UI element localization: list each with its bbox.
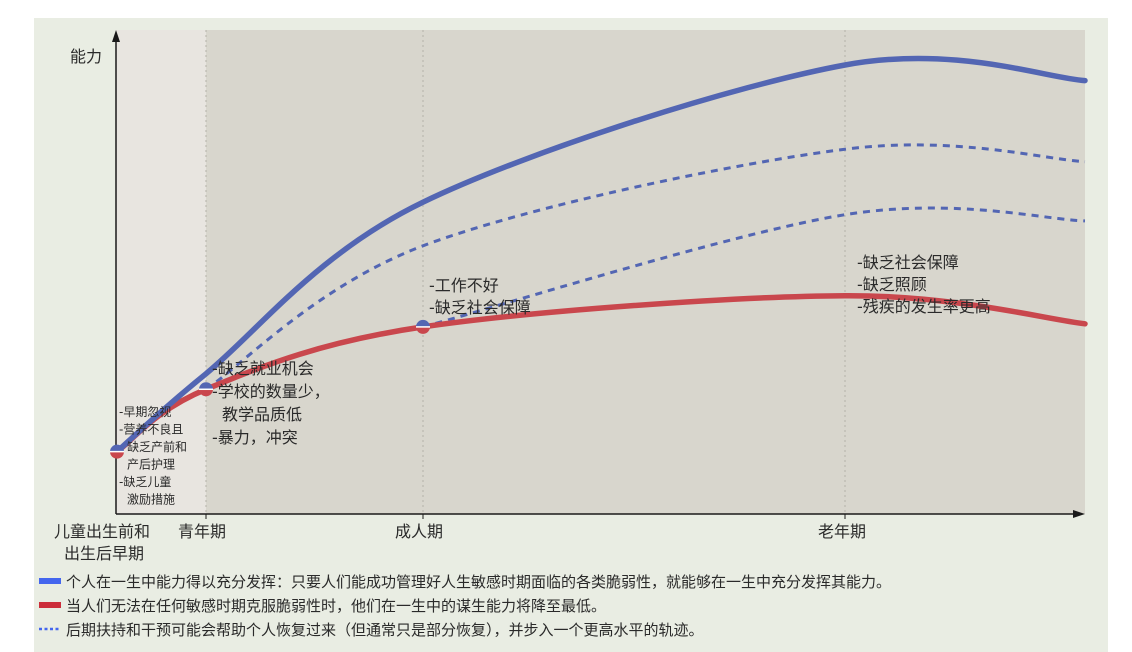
series-line-3	[422, 206, 1086, 329]
annotation-adult: -工作不好 -缺乏社会保障	[429, 276, 531, 317]
turning-point-marker-top	[416, 319, 430, 327]
x-tick-label-3: 老年期	[818, 522, 866, 541]
annotation-early-line-0: -早期忽视	[119, 404, 171, 419]
x-tick-label-1: 青年期	[178, 522, 226, 541]
y-axis-label: 能力	[70, 47, 102, 66]
turning-point-marker-top	[199, 382, 213, 390]
annotation-youth-line-1: -学校的数量少，	[212, 382, 330, 401]
annotation-old-line-2: -残疾的发生率更高	[857, 297, 991, 316]
annotation-youth: -缺乏就业机会 -学校的数量少， 教学品质低 -暴力，冲突	[212, 359, 330, 447]
turning-point-marker-bottom	[199, 389, 213, 397]
annotation-youth-line-2: 教学品质低	[222, 405, 302, 424]
annotation-old-line-0: -缺乏社会保障	[857, 253, 959, 272]
plot-area-background	[116, 30, 1085, 514]
turning-point-marker-bottom	[110, 451, 124, 459]
x-tick-label-0: 儿童出生前和出生后早期	[54, 522, 150, 563]
annotation-early-line-1: -营养不良且	[119, 422, 183, 437]
legend-label-2: 后期扶持和干预可能会帮助个人恢复过来（但通常只是部分恢复），并步入一个更高水平的…	[66, 621, 704, 639]
annotation-early-line-2: 缺乏产前和	[127, 439, 187, 454]
annotation-youth-line-0: -缺乏就业机会	[212, 359, 314, 378]
y-axis-arrow	[112, 30, 120, 42]
annotation-adult-line-0: -工作不好	[429, 276, 499, 295]
turning-point-marker-1	[199, 382, 213, 397]
annotation-early: -早期忽视 -营养不良且缺乏产前和产后护理 -缺乏儿童激励措施	[119, 404, 187, 507]
annotation-early-line-3: 产后护理	[127, 458, 175, 472]
annotation-adult-line-1: -缺乏社会保障	[429, 298, 531, 317]
series-line-2	[205, 143, 1086, 391]
annotation-layer: -早期忽视 -营养不良且缺乏产前和产后护理 -缺乏儿童激励措施 -缺乏就业机会 -学校的…	[119, 253, 991, 507]
legend-label-0: 个人在一生中能力得以充分发挥：只要人们能成功管理好人生敏感时期面临的各类脆弱性，…	[66, 573, 891, 591]
legend-label-1: 当人们无法在任何敏感时期克服脆弱性时，他们在一生中的谋生能力将降至最低。	[66, 597, 606, 615]
x-tick-label-2: 成人期	[395, 522, 443, 541]
x-tick-label-0-line-2: 出生后早期	[64, 544, 144, 563]
turning-point-marker-top	[110, 444, 124, 452]
x-tick-label-0-line-1: 儿童出生前和	[54, 522, 150, 541]
x-axis-arrow	[1073, 510, 1085, 518]
turning-point-marker-bottom	[416, 326, 430, 334]
turning-point-marker-2	[416, 319, 430, 334]
legend: 个人在一生中能力得以充分发挥：只要人们能成功管理好人生敏感时期面临的各类脆弱性，…	[39, 573, 891, 639]
grid-lines	[205, 30, 846, 514]
x-axis-ticks: 儿童出生前和出生后早期 青年期 成人期 老年期	[54, 514, 866, 563]
series-line-0	[114, 55, 1088, 455]
early-childhood-band	[116, 30, 206, 514]
annotation-early-line-4: -缺乏儿童	[119, 474, 171, 489]
annotation-early-line-5: 激励措施	[127, 493, 175, 507]
turning-point-marker-0	[110, 444, 124, 459]
annotation-old: -缺乏社会保障 -缺乏照顾 -残疾的发生率更高	[857, 253, 991, 316]
annotation-youth-line-3: -暴力，冲突	[212, 428, 298, 447]
marker-layer	[110, 319, 430, 459]
annotation-old-line-1: -缺乏照顾	[857, 275, 927, 294]
